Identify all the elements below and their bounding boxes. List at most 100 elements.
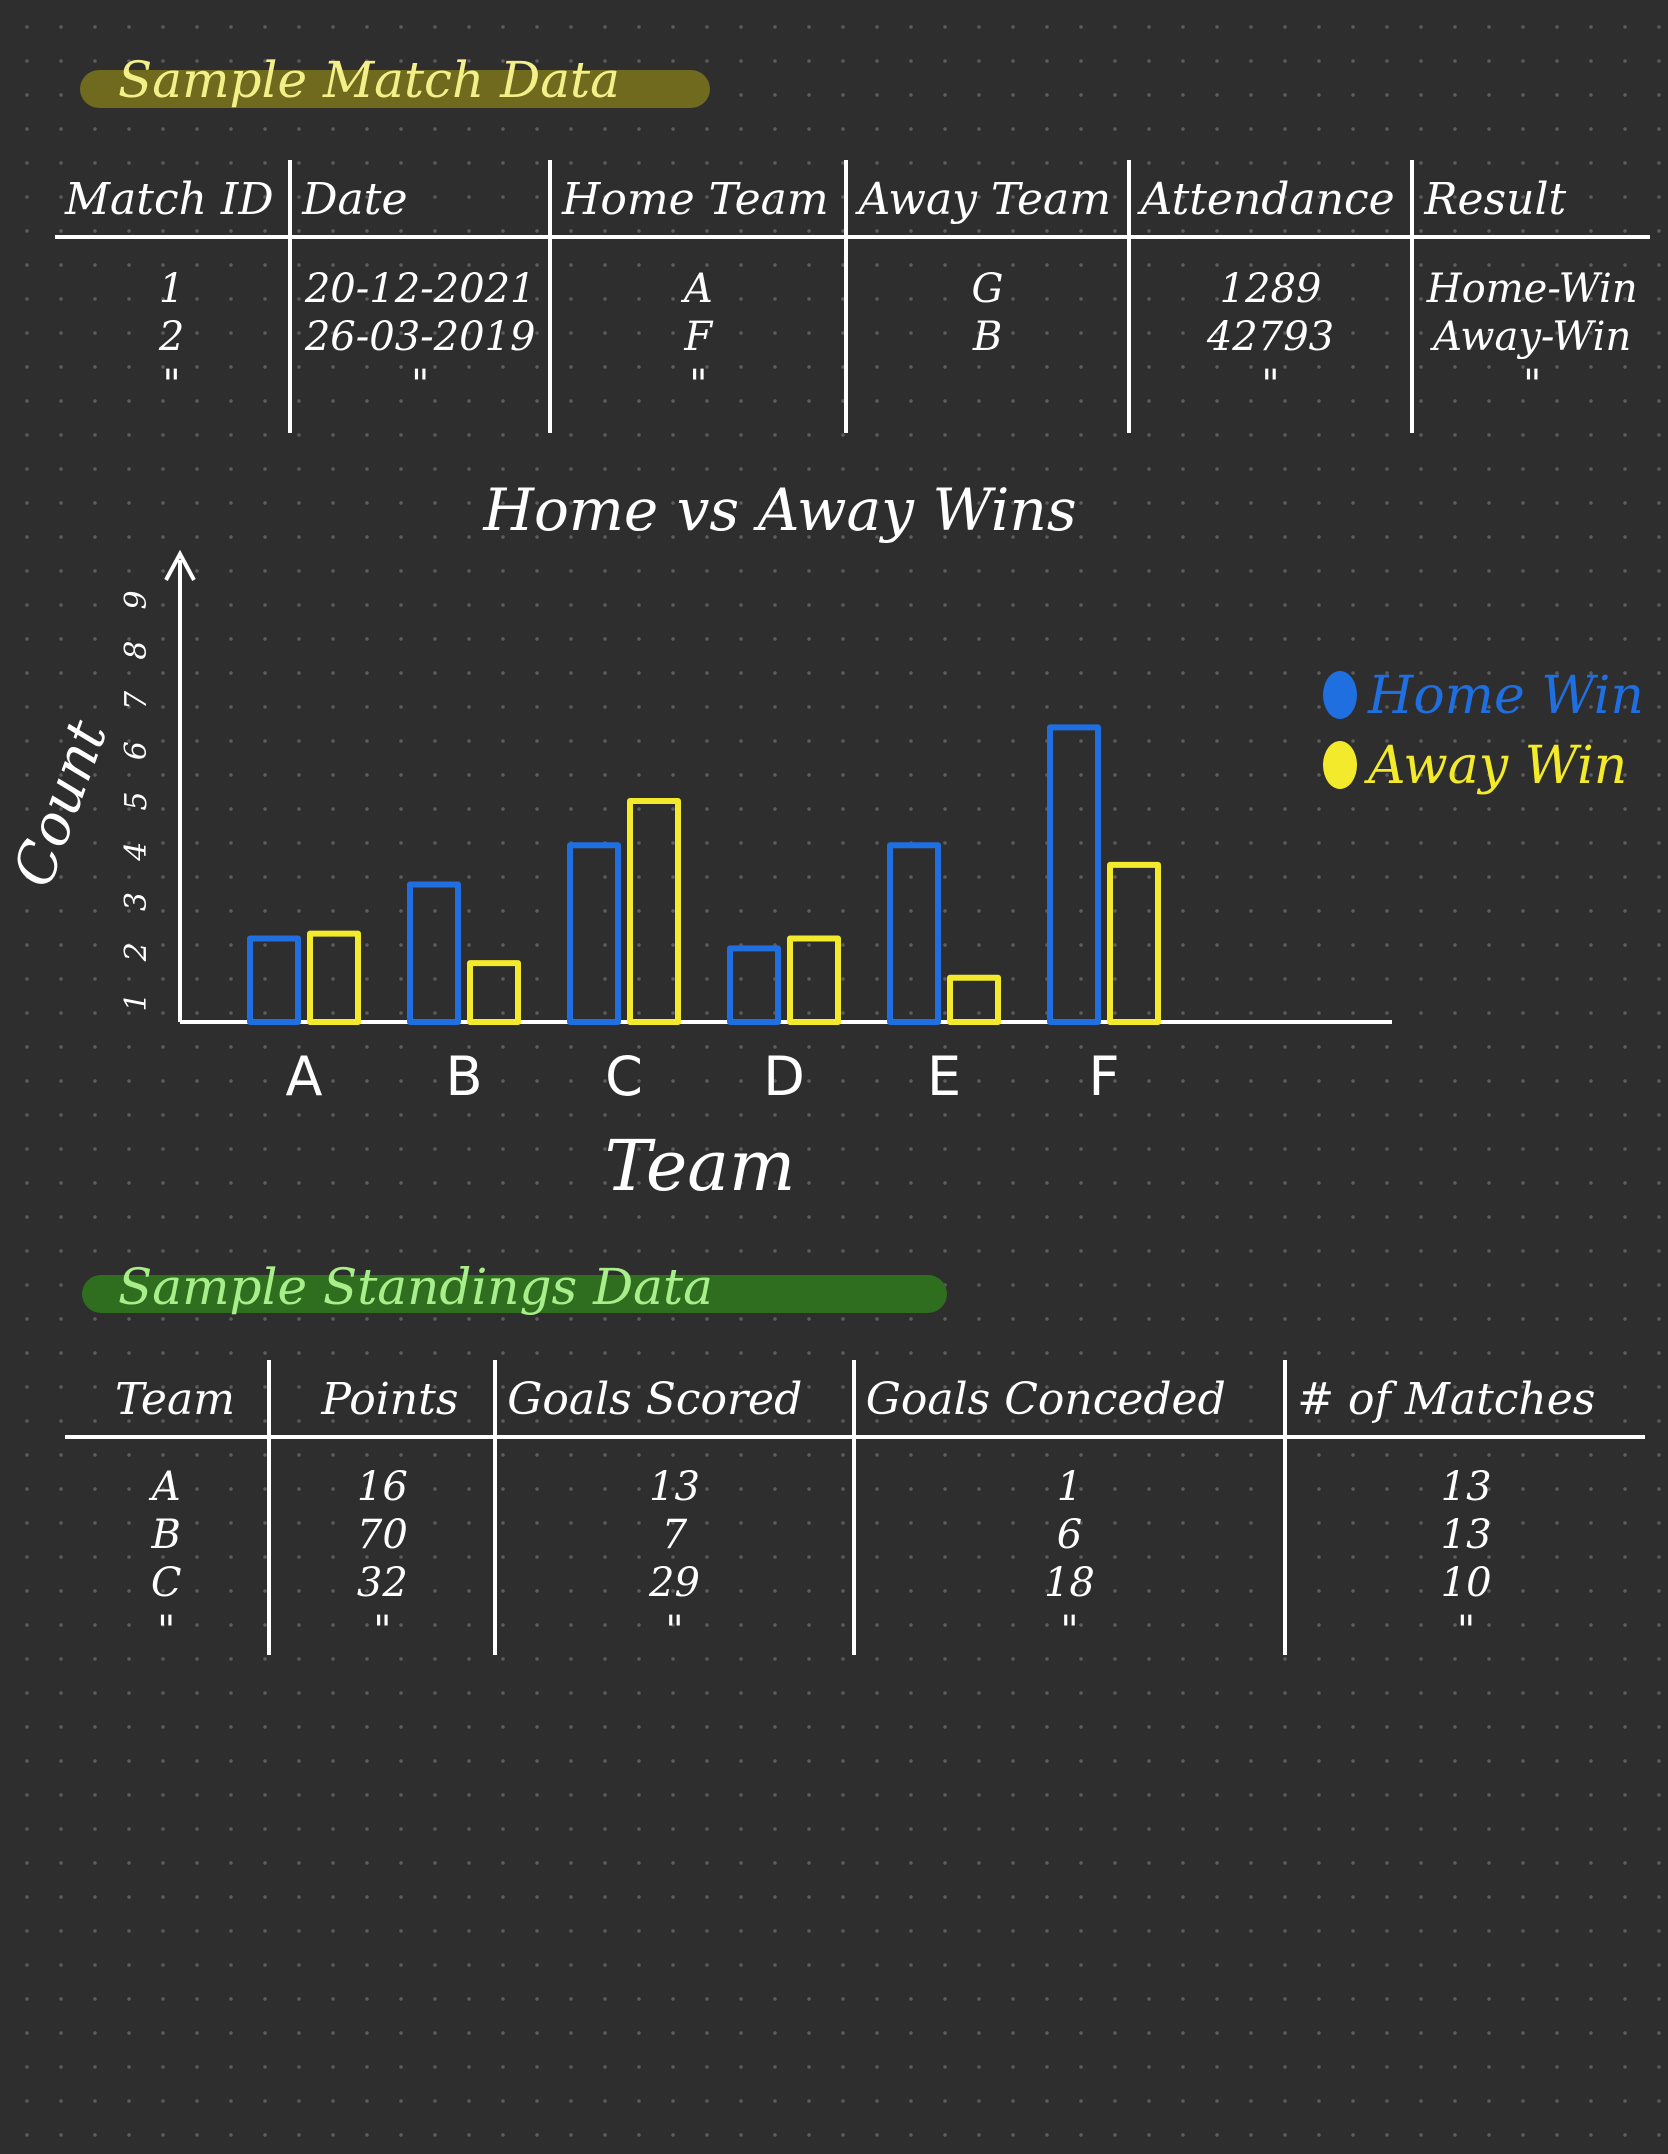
y-tick-label: 1 bbox=[119, 992, 154, 1011]
cell-away-team: B bbox=[844, 313, 1129, 361]
bar-home-win bbox=[887, 842, 941, 1026]
cell-team: B bbox=[151, 1512, 181, 1558]
cell-home-team: A bbox=[548, 237, 847, 313]
x-tick-label: F bbox=[1088, 1045, 1119, 1108]
header-team: Team bbox=[65, 1360, 270, 1439]
bar-away-win bbox=[947, 974, 1001, 1025]
y-tick-label: 7 bbox=[119, 690, 154, 710]
header-result: Result bbox=[1410, 160, 1650, 239]
cell-date: " bbox=[288, 361, 551, 433]
x-tick-label: C bbox=[605, 1045, 643, 1108]
bar-home-win bbox=[727, 945, 781, 1026]
cell-goals-scored: 13 bbox=[493, 1437, 854, 1511]
y-tick-label: 2 bbox=[119, 942, 154, 962]
bar-away-win bbox=[787, 935, 841, 1025]
cell-goals-conceded: 18 bbox=[851, 1559, 1286, 1607]
match-table-header: Match ID Date Home Team Away Team Attend… bbox=[55, 160, 1650, 239]
cell-matches: 13 bbox=[1283, 1437, 1645, 1511]
table-row: B 70 7 6 13 bbox=[65, 1511, 1645, 1559]
home-away-chart: Home vs Away Wins Team Count 1 2 3 4 5 6 7 8 9 A B… bbox=[1, 476, 1644, 1207]
cell-points: 32 bbox=[267, 1559, 496, 1607]
x-tick-label: A bbox=[286, 1045, 323, 1108]
y-axis-arrow bbox=[164, 549, 196, 581]
cell-goals-scored: " bbox=[493, 1607, 854, 1655]
cell-points: 16 bbox=[267, 1437, 496, 1511]
header-points: Points bbox=[267, 1360, 496, 1439]
cell-date: 26-03-2019 bbox=[288, 313, 551, 361]
cell-matches: 13 bbox=[1283, 1511, 1645, 1559]
legend-dot bbox=[1323, 671, 1357, 719]
table-row: A 16 13 1 13 bbox=[65, 1437, 1645, 1511]
y-tick-label: 9 bbox=[119, 590, 154, 609]
legend-label: Home Win bbox=[1367, 666, 1644, 726]
cell-away-team bbox=[844, 361, 1129, 433]
standings-table-header: Team Points Goals Scored Goals Conceded … bbox=[65, 1360, 1645, 1439]
table-row: " " " " " bbox=[55, 361, 1650, 433]
bar-home-win bbox=[407, 881, 461, 1025]
match-table: Match ID Date Home Team Away Team Attend… bbox=[55, 160, 1650, 433]
cell-team: C bbox=[150, 1560, 182, 1606]
standings-table: Team Points Goals Scored Goals Conceded … bbox=[65, 1360, 1645, 1655]
cell-points: 70 bbox=[267, 1511, 496, 1559]
bar-away-win bbox=[307, 930, 361, 1026]
header-matches: # of Matches bbox=[1283, 1360, 1645, 1439]
x-tick-label: B bbox=[445, 1045, 482, 1108]
cell-team: A bbox=[151, 1464, 181, 1510]
y-tick-label: 4 bbox=[119, 842, 154, 862]
bar-home-win bbox=[567, 842, 621, 1026]
header-date: Date bbox=[288, 160, 551, 239]
bar-home-win bbox=[247, 935, 301, 1025]
cell-goals-conceded: " bbox=[851, 1607, 1286, 1655]
cell-attendance: 42793 bbox=[1126, 313, 1413, 361]
cell-goals-scored: 29 bbox=[493, 1559, 854, 1607]
table-row: 2 26-03-2019 F B 42793 Away-Win bbox=[55, 313, 1650, 361]
cell-goals-conceded: 6 bbox=[851, 1511, 1286, 1559]
cell-match-id: 2 bbox=[158, 314, 185, 360]
cell-date: 20-12-2021 bbox=[288, 237, 551, 313]
cell-matches: " bbox=[1283, 1607, 1645, 1655]
header-goals-conceded: Goals Conceded bbox=[851, 1360, 1286, 1439]
bar-home-win bbox=[1047, 724, 1101, 1025]
cell-attendance: " bbox=[1126, 361, 1413, 433]
cell-away-team: G bbox=[844, 237, 1129, 313]
table-row: " " " " " bbox=[65, 1607, 1645, 1655]
cell-home-team: " bbox=[548, 361, 847, 433]
cell-matches: 10 bbox=[1283, 1559, 1645, 1607]
y-tick-label: 8 bbox=[119, 641, 154, 660]
table-row: C 32 29 18 10 bbox=[65, 1559, 1645, 1607]
legend-label: Away Win bbox=[1364, 736, 1627, 796]
cell-match-id: 1 bbox=[158, 266, 185, 312]
cell-goals-conceded: 1 bbox=[851, 1437, 1286, 1511]
y-tick-label: 6 bbox=[119, 741, 154, 760]
header-match-id: Match ID bbox=[55, 160, 291, 239]
y-axis-label: Count bbox=[1, 712, 121, 896]
table-row: 1 20-12-2021 A G 1289 Home-Win bbox=[55, 237, 1650, 313]
x-axis-label: Team bbox=[605, 1125, 796, 1207]
cell-points: " bbox=[267, 1607, 496, 1655]
cell-result: Home-Win bbox=[1410, 237, 1650, 313]
cell-match-id: " bbox=[162, 362, 181, 408]
match-section-title: Sample Match Data bbox=[118, 51, 620, 109]
cell-goals-scored: 7 bbox=[493, 1511, 854, 1559]
bar-away-win bbox=[627, 798, 681, 1025]
cell-result: " bbox=[1410, 361, 1650, 433]
y-tick-label: 3 bbox=[119, 892, 154, 911]
header-goals-scored: Goals Scored bbox=[493, 1360, 854, 1439]
cell-home-team: F bbox=[548, 313, 847, 361]
y-tick-label: 5 bbox=[119, 791, 154, 810]
x-tick-label: D bbox=[763, 1045, 805, 1108]
header-home-team: Home Team bbox=[548, 160, 847, 239]
match-title-highlight bbox=[80, 70, 710, 108]
header-away-team: Away Team bbox=[844, 160, 1129, 239]
standings-section-title: Sample Standings Data bbox=[118, 1258, 713, 1316]
cell-result: Away-Win bbox=[1410, 313, 1650, 361]
header-attendance: Attendance bbox=[1126, 160, 1413, 239]
cell-team: " bbox=[157, 1608, 176, 1654]
bar-away-win bbox=[1107, 861, 1161, 1025]
bar-away-win bbox=[467, 960, 521, 1025]
legend-dot bbox=[1323, 741, 1357, 789]
standings-title-highlight bbox=[82, 1275, 947, 1313]
chart-title: Home vs Away Wins bbox=[482, 476, 1076, 544]
cell-attendance: 1289 bbox=[1126, 237, 1413, 313]
x-tick-label: E bbox=[927, 1045, 961, 1108]
